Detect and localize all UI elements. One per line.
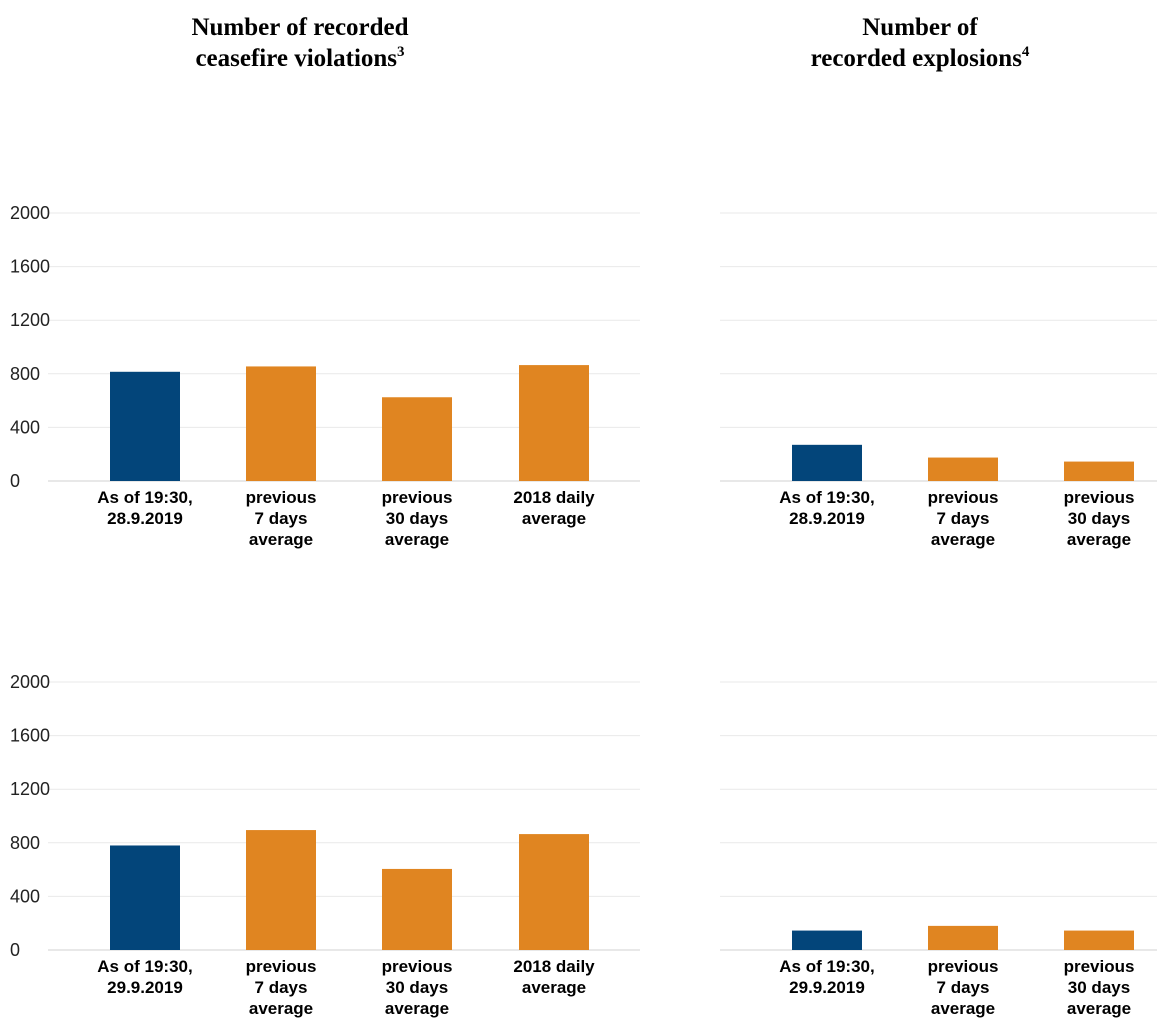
y-tick-label: 2000	[10, 672, 50, 692]
explosions-footnote-mark: 4	[1021, 43, 1030, 60]
y-tick-label: 0	[10, 940, 20, 960]
chart-cv-row1: 0 400 800 1200 1600 2000 As of 19:30, 28.9.2019…	[10, 203, 640, 549]
category-label: previous	[246, 488, 317, 507]
category-label: average	[1067, 999, 1131, 1018]
category-label: previous	[1064, 488, 1135, 507]
category-label: 28.9.2019	[107, 509, 183, 528]
category-label: average	[931, 530, 995, 549]
bar-current	[792, 930, 862, 950]
category-label: 29.9.2019	[789, 978, 865, 997]
bar-average	[519, 834, 589, 950]
bar-current	[110, 371, 180, 481]
ceasefire-heading-line2: ceasefire violations	[195, 45, 398, 72]
y-tick-label: 800	[10, 364, 40, 384]
category-label: average	[522, 509, 586, 528]
category-label: 2018 daily	[513, 488, 595, 507]
category-label: 30 days	[1068, 509, 1130, 528]
category-label: average	[522, 978, 586, 997]
ceasefire-heading-line1: Number of recorded	[191, 14, 409, 41]
bar-current	[110, 845, 180, 950]
category-label: 2018 daily	[513, 957, 595, 976]
bar-average	[246, 830, 316, 950]
category-label: average	[249, 530, 313, 549]
explosions-heading-line2-wrap: recorded explosions4	[740, 43, 1100, 74]
y-tick-label: 0	[10, 471, 20, 491]
chart-ex-row1: As of 19:30, 28.9.2019 previous 7 days avera…	[720, 212, 1157, 549]
y-tick-label: 800	[10, 833, 40, 853]
y-tick-label: 400	[10, 417, 40, 437]
bar-average	[928, 457, 998, 481]
y-tick-label: 2000	[10, 203, 50, 223]
category-label: As of 19:30,	[779, 488, 874, 507]
category-label: 7 days	[937, 509, 990, 528]
category-label: average	[385, 530, 449, 549]
category-label: 7 days	[255, 509, 308, 528]
explosions-heading-line1: Number of	[862, 14, 978, 41]
y-tick-label: 400	[10, 886, 40, 906]
y-tick-label: 1200	[10, 779, 50, 799]
y-tick-label: 1600	[10, 257, 50, 277]
category-label: previous	[928, 957, 999, 976]
ceasefire-heading-line2-wrap: ceasefire violations3	[120, 43, 480, 74]
category-label: 7 days	[937, 978, 990, 997]
y-tick-label: 1200	[10, 310, 50, 330]
category-label: As of 19:30,	[97, 488, 192, 507]
category-label: previous	[382, 957, 453, 976]
category-label: As of 19:30,	[97, 957, 192, 976]
bar-average	[1064, 930, 1134, 950]
explosions-heading: Number of recorded explosions4	[740, 12, 1100, 74]
ceasefire-footnote-mark: 3	[397, 43, 405, 60]
bar-average	[382, 868, 452, 950]
category-label: 29.9.2019	[107, 978, 183, 997]
category-label: 7 days	[255, 978, 308, 997]
category-label: previous	[1064, 957, 1135, 976]
category-label: average	[249, 999, 313, 1018]
bar-average	[519, 365, 589, 481]
category-label: previous	[382, 488, 453, 507]
y-tick-label: 1600	[10, 726, 50, 746]
category-label: previous	[928, 488, 999, 507]
bar-average	[928, 925, 998, 950]
category-label: average	[931, 999, 995, 1018]
category-label: 30 days	[386, 978, 448, 997]
bar-average	[1064, 461, 1134, 481]
category-label: 30 days	[386, 509, 448, 528]
chart-cv-row2: 0 400 800 1200 1600 2000 As of 19:30, 29.9.2019…	[10, 672, 640, 1018]
explosions-heading-line2: recorded explosions	[810, 45, 1022, 72]
category-label: previous	[246, 957, 317, 976]
bar-average	[382, 397, 452, 481]
category-label: average	[385, 999, 449, 1018]
category-label: As of 19:30,	[779, 957, 874, 976]
bar-current	[792, 444, 862, 481]
ceasefire-violations-heading: Number of recorded ceasefire violations3	[120, 12, 480, 74]
chart-ex-row2: As of 19:30, 29.9.2019 previous 7 days avera…	[720, 681, 1157, 1018]
category-label: 28.9.2019	[789, 509, 865, 528]
category-label: average	[1067, 530, 1131, 549]
category-label: 30 days	[1068, 978, 1130, 997]
bar-average	[246, 366, 316, 481]
